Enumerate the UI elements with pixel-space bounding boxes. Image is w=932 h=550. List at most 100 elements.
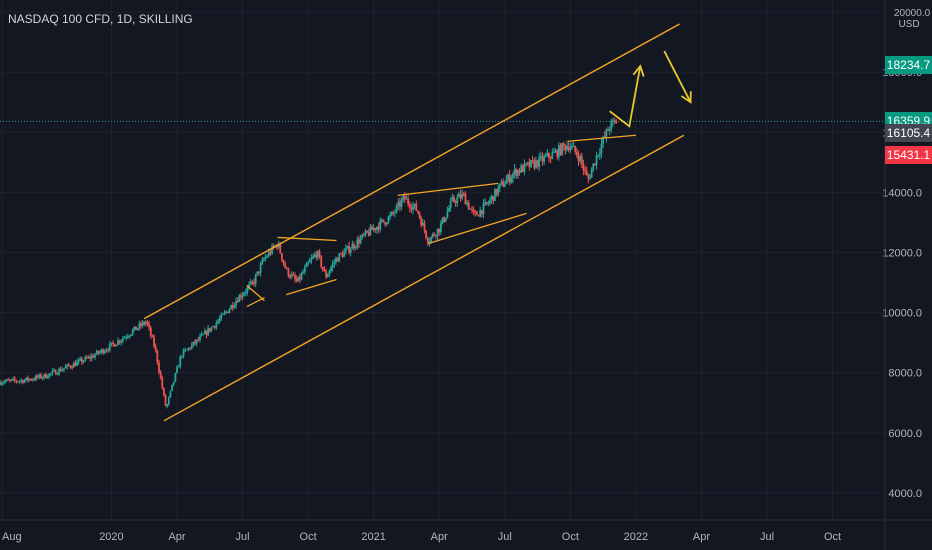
candle-body	[130, 334, 133, 336]
candle-body	[392, 212, 395, 214]
trend-line	[397, 182, 499, 197]
candle-body	[584, 170, 586, 172]
candle-body	[87, 356, 90, 359]
candle-body	[330, 267, 332, 272]
candle-body	[280, 253, 283, 260]
candle-body	[95, 351, 98, 355]
candle-body	[128, 335, 131, 337]
candle-body	[349, 249, 352, 253]
candle-body	[387, 216, 390, 224]
candle-body	[479, 210, 482, 217]
candle-body	[348, 245, 350, 253]
candle-body	[336, 258, 339, 262]
candle-body	[297, 276, 300, 282]
candle-body	[523, 163, 526, 172]
candle-body	[61, 369, 64, 372]
candle-body	[371, 226, 373, 230]
candle-body	[72, 362, 75, 368]
candle-body	[477, 215, 480, 217]
candle-body	[172, 381, 175, 385]
candle-body	[339, 253, 342, 255]
candle-body	[464, 193, 467, 205]
candle-body	[66, 364, 69, 367]
candle-body	[466, 202, 468, 205]
currency-label[interactable]: 20000.0 USD	[894, 8, 930, 30]
candle-body	[421, 222, 424, 226]
candle-body	[580, 156, 583, 164]
candle-body	[525, 163, 527, 165]
candle-body	[131, 330, 134, 335]
candle-body	[228, 309, 231, 313]
candle-body	[248, 284, 251, 288]
candle-body	[531, 160, 534, 162]
candle-body	[485, 202, 488, 204]
candle-body	[251, 281, 254, 283]
candle-body	[413, 203, 416, 206]
candle-body	[38, 374, 41, 378]
candle-body	[571, 146, 573, 149]
candle-body	[435, 235, 437, 237]
candle-body	[484, 202, 487, 204]
candle-body	[308, 260, 311, 263]
candle-body	[74, 362, 77, 366]
candle-body	[26, 377, 29, 381]
candle-body	[126, 336, 129, 338]
candle-body	[207, 328, 210, 336]
candle-body	[256, 271, 259, 276]
candle-body	[598, 152, 601, 156]
candle-body	[446, 211, 449, 218]
candle-body	[181, 356, 183, 358]
candle-body	[318, 251, 321, 257]
candle-body	[518, 170, 521, 173]
candle-body	[497, 187, 500, 195]
candle-body	[592, 163, 595, 170]
channel-upper-line	[143, 23, 680, 320]
candle-body	[320, 256, 323, 268]
candle-body	[538, 156, 541, 167]
candle-body	[521, 165, 524, 172]
candle-body	[33, 379, 36, 381]
candle-body	[18, 380, 21, 382]
x-tick-label: Apr	[431, 531, 448, 543]
candle-body	[366, 230, 369, 233]
candle-body	[451, 197, 454, 201]
price-tag: 16105.4	[885, 124, 932, 143]
candle-body	[174, 373, 177, 382]
candle-body	[261, 260, 264, 265]
trend-line	[568, 134, 636, 142]
candle-body	[459, 194, 462, 199]
candle-body	[31, 379, 34, 381]
candle-body	[282, 259, 285, 264]
candle-body	[369, 226, 372, 236]
candle-body	[2, 382, 5, 384]
candle-body	[325, 271, 328, 278]
x-tick-label: Jul	[236, 531, 250, 543]
candle-body	[64, 366, 67, 369]
x-tick-label: Jul	[760, 531, 774, 543]
candle-body	[535, 160, 537, 168]
candle-body	[462, 193, 465, 195]
candle-body	[267, 251, 270, 257]
candle-body	[603, 136, 606, 138]
candle-body	[412, 205, 414, 210]
candle-body	[394, 212, 396, 214]
candle-body	[184, 349, 187, 351]
x-tick-label: Apr	[693, 531, 710, 543]
candle-body	[69, 365, 72, 368]
candle-body	[44, 373, 47, 379]
candle-body	[208, 328, 211, 332]
candle-body	[169, 390, 172, 398]
candle-body	[566, 146, 568, 150]
x-tick-label: Oct	[824, 531, 841, 543]
candle-body	[569, 148, 572, 151]
candle-body	[377, 226, 380, 230]
candle-body	[505, 179, 508, 185]
candle-body	[107, 350, 110, 352]
candle-body	[300, 273, 303, 280]
candle-body	[4, 381, 6, 383]
candle-body	[223, 312, 226, 314]
candle-body	[164, 394, 167, 407]
candle-body	[133, 326, 136, 331]
candle-body	[379, 220, 382, 230]
